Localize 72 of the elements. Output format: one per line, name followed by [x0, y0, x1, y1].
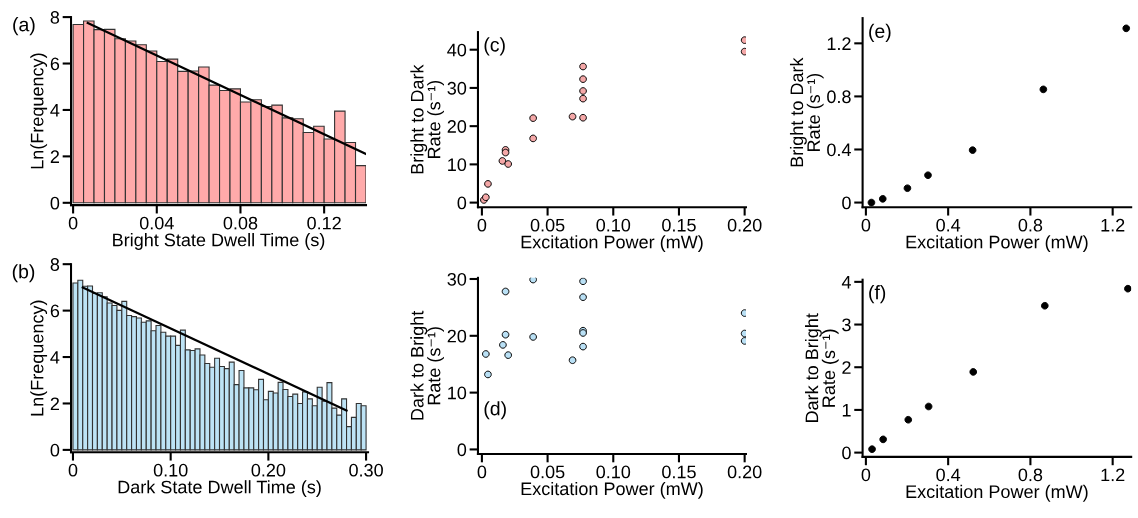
x-axis-title: Excitation Power (mW): [521, 235, 703, 252]
y-tick-label: 0: [50, 196, 60, 210]
y-axis-title: Ln(Frequency): [30, 53, 48, 169]
x-tick-label: 1.2: [1101, 218, 1125, 232]
y-tick-label: 2: [50, 150, 59, 163]
x-axis-title: Excitation Power (mW): [521, 481, 703, 499]
y-tick-label: 4: [50, 104, 60, 117]
annotation: (d): [484, 401, 506, 420]
x-tick-label: 0.20: [727, 218, 762, 232]
y-tick-label: 20: [447, 329, 467, 343]
x-tick-label: 0.05: [530, 218, 565, 232]
y-tick-label: 4: [50, 351, 60, 364]
x-axis-title: Bright State Dwell Time (s): [113, 233, 325, 250]
x-tick-label: 1.2: [1101, 468, 1125, 482]
y-tick-label: 0: [457, 443, 467, 457]
x-tick-label: 0.04: [139, 216, 174, 230]
x-tick-label: 0: [861, 468, 871, 482]
y-tick-label: 8: [50, 258, 60, 271]
y-axis-title: Bright to Dark Rate (s⁻¹): [789, 57, 824, 167]
y-tick-label: 10: [448, 386, 467, 400]
x-axis-title: Excitation Power (mW): [906, 235, 1088, 252]
y-tick-label: 2: [50, 397, 59, 411]
x-tick-label: 0: [477, 465, 487, 479]
y-tick-label: 8: [50, 11, 60, 24]
x-tick-label: 0.12: [307, 216, 341, 230]
y-tick-label: 20: [447, 120, 467, 133]
x-tick-label: 0: [68, 216, 78, 230]
x-tick-label: 0.8: [1018, 468, 1043, 482]
y-tick-label: 0.4: [827, 143, 851, 157]
annotation: (e): [869, 23, 891, 42]
y-tick-label: 10: [448, 158, 467, 172]
y-tick-label: 4: [841, 275, 851, 289]
x-tick-label: 0.15: [662, 465, 696, 479]
x-tick-label: 0.10: [153, 463, 188, 477]
x-tick-label: 0.20: [251, 463, 286, 477]
x-tick-label: 0.15: [662, 218, 696, 232]
x-tick-label: 0: [68, 463, 78, 477]
y-tick-label: 3: [842, 318, 851, 332]
x-tick-label: 0.08: [223, 216, 258, 230]
x-tick-label: 0.20: [727, 465, 762, 479]
y-tick-label: 30: [447, 272, 467, 286]
x-tick-label: 0.05: [530, 465, 565, 479]
y-tick-label: 0: [842, 196, 851, 210]
y-tick-label: 40: [447, 43, 467, 57]
x-tick-label: 0.8: [1018, 218, 1043, 232]
text: (b): [12, 264, 35, 283]
y-tick-label: 6: [50, 57, 60, 71]
y-tick-label: 0: [457, 196, 467, 210]
y-axis-title: Dark to Bright Rate (s⁻¹): [410, 310, 444, 420]
y-tick-label: 0: [842, 446, 851, 460]
x-axis-title: Dark State Dwell Time (s): [118, 480, 321, 497]
y-tick-label: 2: [842, 361, 851, 374]
y-tick-label: 0.8: [827, 90, 851, 104]
y-axis-title: Bright to Dark Rate (s⁻¹): [410, 64, 444, 174]
y-tick-label: 30: [447, 81, 467, 95]
x-tick-label: 0: [861, 218, 871, 232]
y-tick-label: 1: [842, 404, 851, 417]
x-tick-label: 0.10: [596, 218, 631, 232]
x-tick-label: 0.30: [349, 463, 383, 477]
y-tick-label: 0: [50, 443, 60, 457]
x-tick-label: 0: [477, 218, 487, 232]
y-tick-label: 6: [50, 304, 60, 318]
y-axis-title: Dark to Bright Rate (s⁻¹): [805, 313, 839, 422]
text: (a): [13, 17, 35, 36]
y-axis-title: Ln(Frequency): [30, 300, 48, 416]
x-tick-label: 0.4: [936, 218, 961, 232]
x-axis-title: Excitation Power (mW): [906, 484, 1088, 502]
annotation: (f): [869, 285, 886, 304]
x-tick-label: 0.4: [936, 468, 961, 482]
x-tick-label: 0.10: [596, 465, 631, 479]
y-tick-label: 1.2: [827, 37, 851, 50]
annotation: (c): [484, 37, 505, 56]
